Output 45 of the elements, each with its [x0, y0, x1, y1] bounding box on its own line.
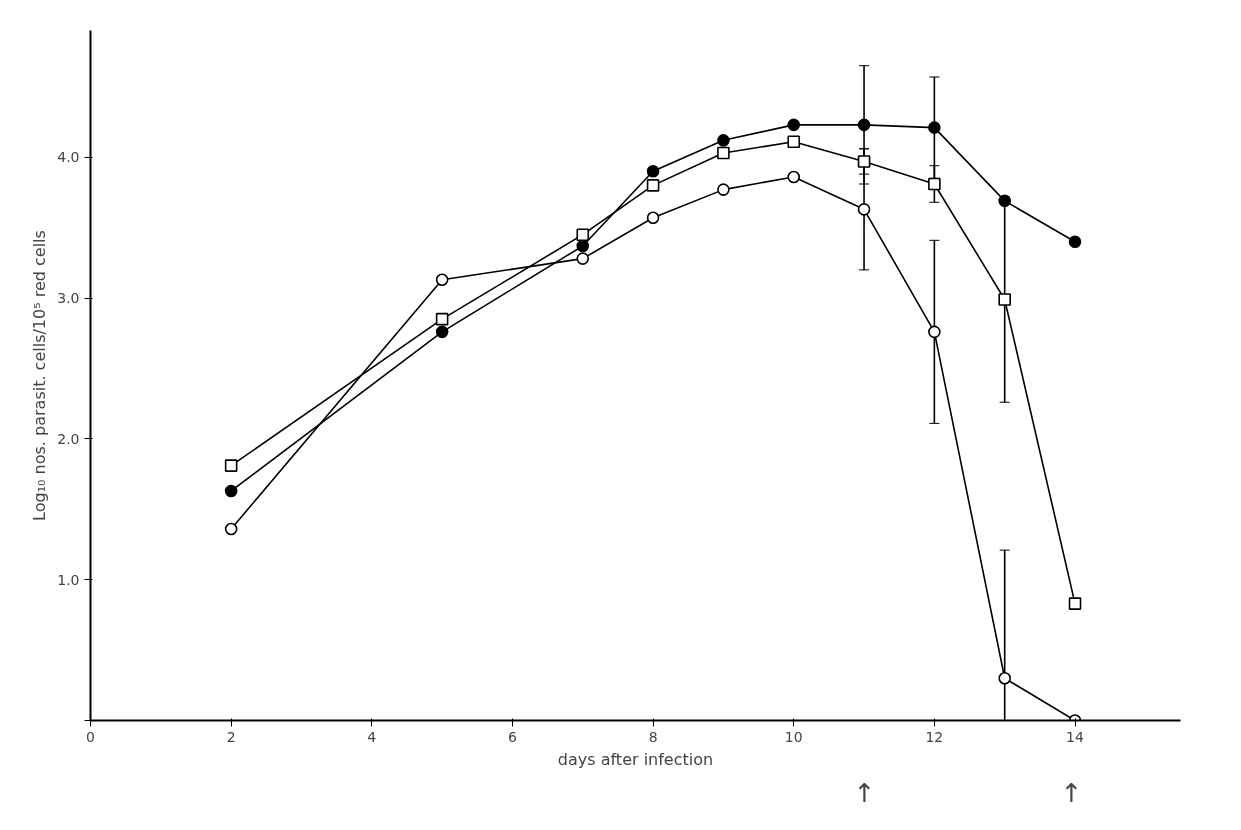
x-tick-label: 12 [925, 728, 944, 745]
point [787, 118, 801, 132]
point [998, 293, 1011, 306]
x-tick-label: 10 [784, 728, 803, 745]
point [928, 177, 941, 191]
point [928, 325, 941, 339]
point [857, 155, 871, 168]
x-tick-label: 4 [367, 728, 377, 745]
point [576, 252, 590, 265]
point [998, 194, 1011, 208]
point [224, 459, 238, 472]
point [646, 179, 660, 192]
x-axis-title: days after infection [557, 749, 714, 769]
point [224, 522, 238, 536]
y-tick-label: 4.0 [57, 149, 80, 166]
text: ↑ [853, 777, 876, 808]
y-tick-label: 1.0 [57, 571, 80, 588]
point [576, 239, 590, 253]
point [717, 146, 730, 160]
point [435, 325, 449, 339]
y-axis-title: Log₁₀ nos. parasit. cells/10⁵ red cells [30, 230, 50, 521]
x-tick-label: 14 [1066, 728, 1085, 745]
y-tick-label: 2.0 [57, 430, 80, 447]
point [576, 228, 590, 241]
point [646, 165, 660, 178]
x-tick-label: 2 [226, 728, 236, 745]
point [857, 203, 871, 216]
point [787, 170, 801, 184]
point [717, 134, 730, 147]
point [1068, 597, 1082, 610]
point [857, 118, 871, 132]
point [224, 484, 238, 498]
point [998, 671, 1011, 685]
point [435, 312, 449, 326]
x-tick-label: 8 [648, 728, 658, 745]
point [717, 183, 730, 196]
y-tick-label: 3.0 [57, 290, 80, 307]
text: ↑ [1060, 777, 1083, 808]
x-tick-label: 0 [86, 728, 95, 745]
point [787, 135, 801, 149]
point [646, 211, 660, 225]
point [1068, 235, 1082, 249]
point [928, 121, 941, 134]
point [435, 273, 449, 287]
x-tick-label: 6 [507, 728, 517, 745]
